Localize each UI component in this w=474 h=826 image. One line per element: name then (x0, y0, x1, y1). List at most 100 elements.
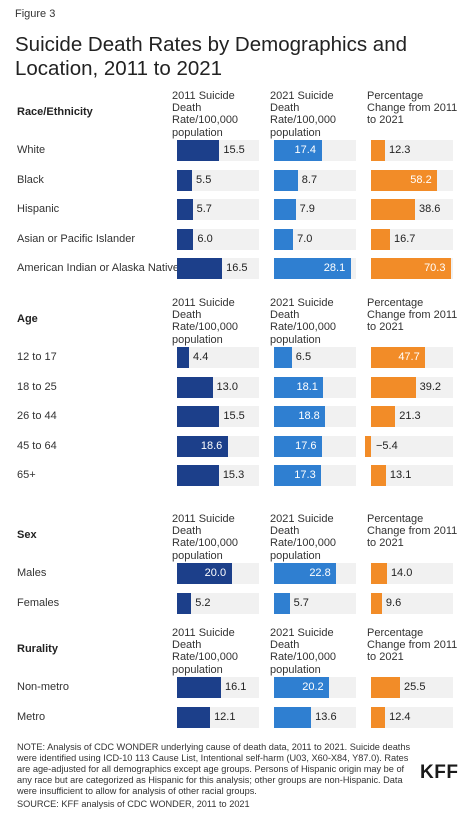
value-label: 18.8 (298, 410, 320, 422)
value-label: 47.7 (398, 351, 420, 363)
bar (274, 376, 324, 398)
row-label: Males (17, 567, 47, 579)
bar-track: 13.6 (274, 706, 356, 728)
value-label: 38.6 (418, 203, 441, 215)
bar (371, 406, 396, 427)
bar (177, 592, 192, 614)
bar-track: 17.6 (274, 435, 356, 457)
bar-track: 17.4 (274, 140, 356, 161)
value-label: 17.6 (295, 439, 317, 452)
value-label: 25.5 (404, 681, 426, 693)
bar (177, 465, 219, 486)
bar-track: 8.7 (274, 169, 356, 191)
value-label: 14.0 (390, 567, 413, 579)
value-label: 70.3 (424, 262, 446, 274)
bar (371, 563, 387, 584)
bar-track: 58.2 (371, 169, 453, 191)
value-label: 15.5 (223, 410, 245, 422)
row-label: 12 to 17 (17, 351, 57, 363)
bar-track: 16.7 (371, 228, 453, 250)
bar-track: 70.3 (371, 258, 453, 279)
value-label: 21.3 (399, 410, 421, 422)
bar (371, 199, 415, 220)
bar-track: 13.1 (371, 465, 453, 486)
bar-track: 20.0 (177, 563, 259, 584)
row-label: Hispanic (17, 203, 60, 215)
column-header: 2011 Suicide Death Rate/100,000 populati… (172, 90, 239, 139)
bar-track: 18.1 (274, 376, 356, 398)
bar (371, 140, 385, 161)
bar-track: 12.4 (371, 706, 453, 728)
bar (274, 347, 292, 368)
bar (274, 465, 322, 486)
bar-track: 28.1 (274, 258, 356, 279)
row-label: White (17, 144, 46, 156)
bar-track: 47.7 (371, 347, 453, 368)
bar-track: 4.4 (177, 347, 259, 368)
bar-track: 7.9 (274, 199, 356, 220)
bar-track: 12.1 (177, 706, 259, 728)
kff-logo: KFF (420, 762, 459, 783)
value-label: 16.7 (394, 232, 416, 245)
bar-track: 39.2 (371, 376, 453, 398)
bar (274, 435, 323, 457)
bar-track: 5.7 (177, 199, 259, 220)
value-label: 9.6 (385, 596, 402, 609)
bar (274, 140, 322, 161)
value-label: 12.1 (214, 710, 236, 723)
bar (274, 677, 330, 698)
section-label: Race/Ethnicity (17, 106, 93, 118)
row-label: 45 to 64 (17, 439, 57, 452)
bar (177, 228, 194, 250)
bar-track: 20.2 (274, 677, 356, 698)
bar-track: 9.6 (371, 592, 453, 614)
value-label: 6.5 (295, 351, 312, 363)
column-header: 2011 Suicide Death Rate/100,000 populati… (172, 627, 239, 676)
section-label: Rurality (17, 643, 58, 655)
bar (177, 169, 193, 191)
bar (177, 435, 228, 457)
column-header: 2011 Suicide Death Rate/100,000 populati… (172, 513, 239, 562)
value-label: 16.1 (225, 681, 247, 693)
row-label: Non-metro (17, 681, 69, 693)
row-label: 65+ (17, 469, 36, 481)
bar (177, 563, 232, 584)
column-header: Percentage Change from 2011 to 2021 (367, 627, 458, 664)
bar (371, 376, 416, 398)
bar (177, 406, 220, 427)
value-label: −5.4 (376, 439, 398, 452)
value-label: 7.0 (297, 232, 313, 245)
section-label: Sex (17, 529, 37, 541)
row-label: Asian or Pacific Islander (17, 232, 135, 245)
bar-track: 17.3 (274, 465, 356, 486)
value-label: 12.4 (389, 710, 411, 723)
row-label: 18 to 25 (17, 380, 57, 393)
bar (274, 706, 312, 728)
bar (177, 258, 223, 279)
value-label: 18.1 (296, 380, 318, 393)
section-label: Age (17, 313, 38, 325)
column-header: 2021 Suicide Death Rate/100,000 populati… (270, 297, 337, 346)
bar (274, 406, 326, 427)
chart-title: Suicide Death Rates by Demographics and … (15, 33, 407, 80)
bar (371, 465, 386, 486)
value-label: 17.3 (294, 469, 316, 481)
bar-track: 5.2 (177, 592, 259, 614)
bar (274, 592, 290, 614)
value-label: 28.1 (323, 262, 346, 274)
value-label: 8.7 (301, 173, 318, 186)
bar (371, 169, 438, 191)
value-label: 13.0 (216, 380, 238, 393)
row-label: Metro (17, 710, 46, 723)
value-label: 17.4 (294, 144, 316, 156)
bar-track: 6.0 (177, 228, 259, 250)
value-label: 13.1 (389, 469, 412, 481)
column-header: 2021 Suicide Death Rate/100,000 populati… (270, 513, 337, 562)
bar (274, 199, 296, 220)
bar-track: 38.6 (371, 199, 453, 220)
bar (371, 592, 382, 614)
chart-note: NOTE: Analysis of CDC WONDER underlying … (17, 742, 411, 796)
bar (371, 677, 401, 698)
figure-label: Figure 3 (15, 8, 56, 20)
bar-track: 12.3 (371, 140, 453, 161)
